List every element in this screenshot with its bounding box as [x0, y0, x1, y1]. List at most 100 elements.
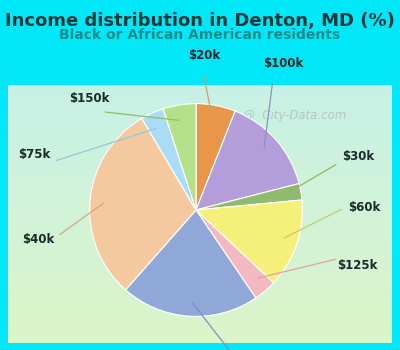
Bar — [8, 94, 392, 98]
Bar — [8, 172, 392, 175]
Text: Black or African American residents: Black or African American residents — [60, 28, 340, 42]
Bar — [8, 162, 392, 166]
Bar — [8, 310, 392, 314]
Bar — [8, 291, 392, 294]
Bar — [8, 246, 392, 249]
Bar — [8, 159, 392, 162]
Wedge shape — [196, 210, 274, 298]
Bar — [8, 143, 392, 146]
Wedge shape — [196, 104, 235, 210]
Bar — [8, 185, 392, 188]
Bar — [8, 223, 392, 227]
Bar — [8, 249, 392, 252]
Bar — [8, 227, 392, 230]
Bar — [8, 275, 392, 278]
Bar — [8, 285, 392, 288]
Bar — [8, 133, 392, 136]
Bar — [8, 314, 392, 317]
Bar — [8, 252, 392, 256]
Text: $60k: $60k — [348, 201, 380, 214]
Bar — [8, 214, 392, 217]
Bar — [8, 259, 392, 262]
Bar — [8, 204, 392, 207]
Bar — [8, 323, 392, 327]
Bar — [8, 317, 392, 320]
Bar — [8, 304, 392, 307]
Bar — [8, 140, 392, 143]
Bar — [8, 281, 392, 285]
Bar — [8, 111, 392, 114]
Bar — [8, 156, 392, 159]
Bar — [8, 294, 392, 297]
Bar — [8, 127, 392, 130]
Bar — [8, 307, 392, 310]
Bar — [8, 217, 392, 220]
Bar — [8, 278, 392, 281]
Bar — [8, 91, 392, 95]
Text: $100k: $100k — [263, 57, 303, 70]
Bar — [8, 243, 392, 246]
Bar — [8, 272, 392, 275]
Text: $20k: $20k — [188, 49, 220, 62]
Bar — [8, 117, 392, 120]
Text: $125k: $125k — [338, 259, 378, 272]
Wedge shape — [196, 200, 302, 283]
Text: $30k: $30k — [342, 150, 374, 163]
Bar — [8, 256, 392, 259]
Text: Income distribution in Denton, MD (%): Income distribution in Denton, MD (%) — [5, 12, 395, 30]
Bar — [8, 298, 392, 301]
Bar — [8, 336, 392, 339]
Bar — [8, 101, 392, 104]
Bar — [8, 211, 392, 214]
Bar — [8, 124, 392, 127]
Bar — [8, 98, 392, 101]
Wedge shape — [163, 104, 196, 210]
Bar — [8, 85, 392, 88]
Bar — [8, 233, 392, 236]
Text: @  City-Data.com: @ City-Data.com — [243, 108, 347, 121]
Bar — [8, 166, 392, 169]
Bar — [8, 333, 392, 336]
Bar — [8, 320, 392, 323]
Bar — [8, 207, 392, 211]
Bar — [8, 182, 392, 185]
Bar — [8, 88, 392, 91]
Bar — [8, 136, 392, 140]
Bar — [8, 265, 392, 268]
Bar — [8, 301, 392, 304]
Wedge shape — [196, 111, 299, 210]
Wedge shape — [126, 210, 256, 316]
Bar — [8, 153, 392, 156]
Bar — [8, 288, 392, 291]
Bar — [8, 268, 392, 272]
Bar — [8, 104, 392, 107]
Bar — [8, 195, 392, 198]
Bar — [8, 114, 392, 117]
Bar — [8, 340, 392, 343]
Bar — [8, 130, 392, 133]
Bar — [8, 201, 392, 204]
Bar — [8, 220, 392, 223]
Wedge shape — [142, 109, 196, 210]
Bar — [8, 188, 392, 191]
Bar — [8, 178, 392, 182]
Bar — [8, 327, 392, 330]
Bar — [8, 262, 392, 265]
Bar — [8, 146, 392, 149]
Bar — [8, 120, 392, 124]
Text: $150k: $150k — [70, 92, 110, 105]
Bar — [8, 107, 392, 111]
Text: $75k: $75k — [18, 148, 50, 161]
Wedge shape — [196, 183, 302, 210]
Bar — [8, 330, 392, 333]
Bar — [8, 191, 392, 194]
Bar — [8, 169, 392, 172]
Bar — [8, 236, 392, 239]
Text: $40k: $40k — [22, 233, 55, 246]
Bar — [8, 149, 392, 153]
Bar — [8, 198, 392, 201]
Bar — [8, 230, 392, 233]
Wedge shape — [90, 118, 196, 290]
Bar — [8, 175, 392, 178]
Bar — [8, 239, 392, 243]
